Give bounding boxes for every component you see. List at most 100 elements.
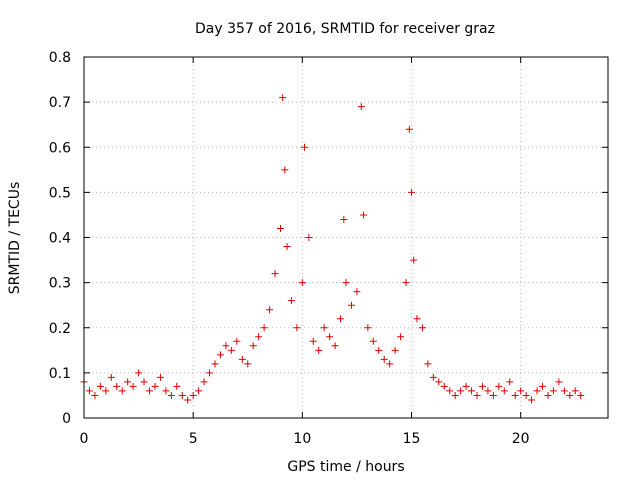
data-point [397, 333, 405, 341]
data-point [337, 315, 345, 323]
data-point [413, 315, 421, 323]
data-point [287, 297, 295, 305]
y-tick-label: 0.4 [49, 231, 71, 247]
axis-ticks [83, 56, 608, 419]
data-point [408, 188, 415, 196]
data-point [489, 391, 497, 399]
data-point [533, 387, 541, 395]
grid-lines [84, 57, 608, 418]
data-point [369, 337, 377, 345]
data-point [386, 360, 394, 368]
data-point [124, 378, 132, 386]
data-point [528, 396, 536, 404]
data-point [544, 391, 552, 399]
data-point [364, 324, 372, 332]
data-point [410, 256, 418, 264]
data-point [429, 373, 437, 381]
data-point [440, 382, 448, 390]
data-point [511, 391, 519, 399]
data-point [277, 224, 284, 232]
data-point [517, 387, 525, 395]
data-point [135, 369, 143, 377]
data-point [211, 360, 219, 368]
data-point [380, 355, 388, 363]
data-point [418, 324, 426, 332]
data-point [249, 342, 257, 350]
x-tick-labels: 0 5 10 15 20 [80, 431, 530, 447]
data-point [342, 279, 350, 287]
data-point [107, 373, 115, 381]
data-point [495, 382, 503, 390]
data-point [560, 387, 568, 395]
data-point [405, 125, 413, 133]
data-point [340, 215, 348, 223]
data-point [162, 387, 170, 395]
y-tick-label: 0.5 [49, 185, 71, 201]
x-tick-label: 20 [512, 431, 530, 447]
data-point [309, 337, 317, 345]
data-point [222, 342, 230, 350]
data-point [206, 369, 214, 377]
data-point [244, 360, 252, 368]
data-point [167, 391, 175, 399]
data-point [347, 301, 355, 309]
y-tick-label: 0.3 [49, 276, 71, 292]
data-point [446, 387, 454, 395]
y-tick-label: 0.7 [49, 95, 71, 111]
data-point [200, 378, 208, 386]
data-point [331, 342, 339, 350]
data-point [326, 333, 334, 341]
data-point [577, 391, 585, 399]
data-points [80, 94, 585, 404]
data-point [359, 211, 367, 219]
data-point [506, 378, 514, 386]
data-point [189, 391, 197, 399]
data-point [391, 346, 399, 354]
data-point [402, 279, 410, 287]
data-point [375, 346, 383, 354]
y-tick-labels: 0 0.1 0.2 0.3 0.4 0.5 0.6 0.7 0.8 [49, 50, 71, 427]
data-point [298, 279, 306, 287]
data-point [435, 378, 443, 386]
data-point [238, 355, 246, 363]
data-point [178, 391, 186, 399]
x-tick-label: 15 [403, 431, 421, 447]
data-point [118, 387, 126, 395]
data-point [91, 391, 99, 399]
data-point [85, 387, 93, 395]
data-point [140, 378, 148, 386]
data-point [566, 391, 574, 399]
data-point [113, 382, 121, 390]
data-point [129, 382, 137, 390]
data-point [353, 288, 361, 296]
data-point [151, 382, 159, 390]
data-point [468, 387, 476, 395]
y-tick-label: 0.6 [49, 140, 71, 156]
data-point [233, 337, 241, 345]
data-point [102, 387, 110, 395]
data-point [279, 94, 287, 102]
data-point [266, 306, 274, 314]
data-point [184, 396, 192, 404]
y-tick-label: 0.8 [49, 50, 71, 66]
data-point [260, 324, 268, 332]
x-axis-label: GPS time / hours [287, 459, 404, 475]
data-point [173, 382, 181, 390]
x-tick-label: 5 [189, 431, 198, 447]
data-point [216, 351, 224, 359]
data-point [549, 387, 557, 395]
data-point [522, 391, 530, 399]
y-tick-label: 0.2 [49, 321, 71, 337]
data-point [293, 324, 301, 332]
data-point [473, 391, 481, 399]
data-point [195, 387, 203, 395]
data-point [555, 378, 563, 386]
data-point [451, 391, 459, 399]
data-point [462, 382, 470, 390]
data-point [281, 166, 289, 174]
data-point [539, 382, 546, 390]
x-tick-label: 0 [80, 431, 89, 447]
data-point [424, 360, 432, 368]
data-point [315, 346, 323, 354]
data-point [457, 387, 465, 395]
